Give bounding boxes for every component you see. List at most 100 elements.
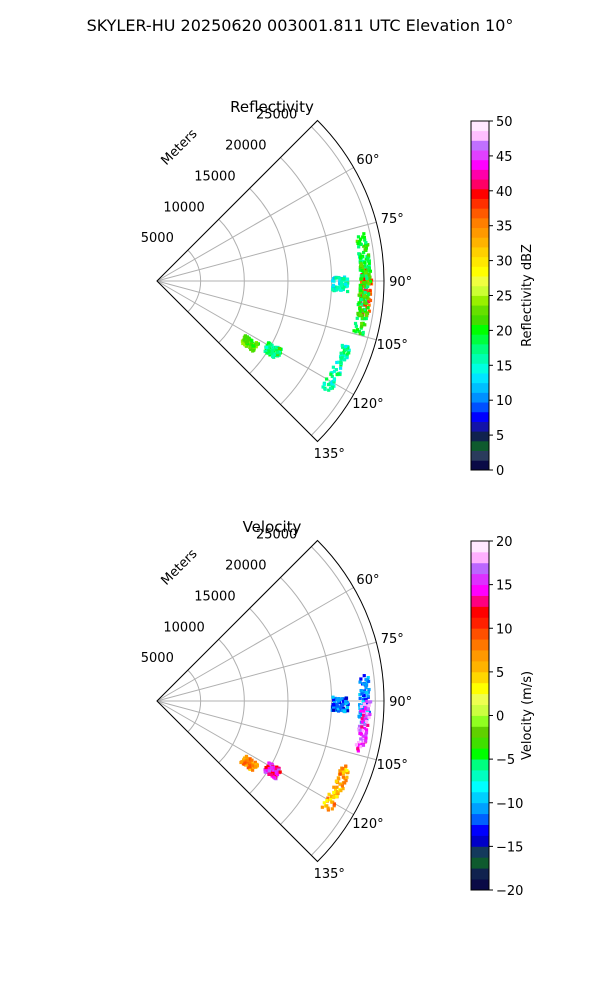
echo-gate: [330, 381, 334, 385]
echo-gate: [329, 372, 333, 376]
echo-gate: [361, 332, 365, 336]
figure-title: SKYLER-HU 20250620 003001.811 UTC Elevat…: [87, 16, 514, 35]
echo-gate: [362, 709, 366, 713]
azimuth-line: [156, 587, 354, 702]
colorbar-bin: [471, 693, 489, 705]
echo-gate: [346, 281, 350, 285]
echo-gate: [358, 309, 362, 314]
echo-gate: [335, 288, 339, 292]
colorbar-label: Velocity (m/s): [520, 671, 535, 760]
echo-gate: [251, 768, 255, 772]
echo-gate: [364, 678, 368, 682]
echo-gate: [340, 343, 344, 348]
echo-gate: [360, 725, 364, 729]
echo-gate: [244, 337, 248, 341]
echo-gate: [344, 699, 348, 704]
echo-gate: [328, 797, 333, 802]
panel-title: Velocity: [243, 518, 302, 536]
range-axis-label: Meters: [159, 126, 201, 168]
echo-gate: [334, 788, 338, 792]
echo-gate: [239, 760, 243, 765]
azimuth-tick-label: 105°: [377, 758, 408, 773]
echo-gate: [358, 696, 362, 700]
colorbar-bin: [471, 748, 489, 760]
echo-gate: [359, 677, 363, 681]
echo-gate: [330, 800, 334, 804]
colorbar-bin: [471, 305, 489, 316]
echo-cluster: [331, 275, 350, 294]
colorbar-bin: [471, 392, 489, 403]
echo-gate: [334, 276, 338, 280]
echo-gate: [334, 794, 338, 799]
echo-gate: [331, 706, 336, 710]
colorbar-tick-label: 10: [496, 622, 513, 637]
echo-gate: [332, 380, 336, 384]
colorbar-tick-label: −10: [496, 797, 523, 812]
echo-gate: [339, 288, 343, 292]
azimuth-tick-label: 120°: [352, 397, 383, 412]
echo-gate: [341, 770, 345, 774]
echo-gate: [363, 721, 367, 725]
echo-gate: [249, 338, 253, 342]
colorbar-bin: [471, 334, 489, 345]
echo-gate: [327, 388, 331, 392]
echo-gate: [359, 737, 363, 741]
echo-gate: [268, 353, 272, 357]
reflectivity-panel: Reflectivity 5000 10000 15000 20000 25000 60…: [141, 98, 535, 479]
echo-gate: [353, 321, 358, 326]
echo-gate: [337, 696, 341, 701]
echo-gate: [340, 279, 344, 283]
echo-gate: [362, 697, 366, 702]
echo-gate: [275, 765, 279, 769]
azimuth-tick-label: 105°: [377, 338, 408, 353]
azimuth-line: [156, 167, 354, 282]
colorbar-bin: [471, 382, 489, 393]
colorbar-bin: [471, 363, 489, 374]
colorbar-bin: [471, 562, 489, 575]
echo-gate: [251, 346, 255, 350]
echo-gate: [264, 770, 268, 774]
colorbar-tick-label: −20: [496, 884, 523, 899]
echo-gate: [337, 360, 341, 364]
echo-gate: [364, 686, 368, 690]
echo-gate: [364, 280, 368, 284]
echo-cluster: [330, 695, 350, 714]
colorbar-tick-label: 20: [496, 535, 513, 550]
colorbar-bin: [471, 198, 489, 209]
echo-gate: [330, 374, 334, 379]
echo-gate: [366, 707, 370, 711]
colorbar-bin: [471, 671, 489, 684]
sector-outline: [156, 119, 385, 443]
colorbar-bin: [471, 150, 489, 161]
colorbar-bin: [471, 857, 489, 869]
echo-gate: [367, 278, 371, 282]
echo-gate: [360, 268, 364, 273]
echo-gate: [243, 343, 247, 347]
echo-gate: [340, 356, 344, 360]
echo-cluster: [355, 232, 373, 286]
echo-gate: [363, 264, 367, 268]
echo-gate: [246, 766, 250, 770]
echo-gate: [345, 705, 350, 710]
colorbar-bin: [471, 285, 489, 296]
colorbar-bin: [471, 606, 489, 618]
colorbar-bin: [471, 247, 489, 258]
echo-gate: [244, 754, 249, 759]
echo-gate: [336, 790, 340, 794]
colorbar-bin: [471, 343, 489, 355]
echo-gate: [362, 726, 367, 731]
echo-gate: [359, 288, 363, 293]
echo-gate: [356, 312, 360, 317]
echo-gate: [360, 290, 364, 295]
echo-gate: [359, 262, 363, 266]
azimuth-tick-labels: 60° 75° 90° 105° 120° 135°: [314, 573, 413, 882]
echo-gate: [248, 765, 252, 769]
colorbar-bin: [471, 373, 489, 384]
echo-gate: [354, 324, 358, 328]
echo-gate: [266, 342, 270, 346]
echo-gate: [362, 702, 367, 706]
echo-gate: [277, 353, 281, 357]
echo-gate: [334, 368, 338, 372]
echo-gate: [367, 259, 371, 263]
echo-gate: [338, 706, 343, 710]
